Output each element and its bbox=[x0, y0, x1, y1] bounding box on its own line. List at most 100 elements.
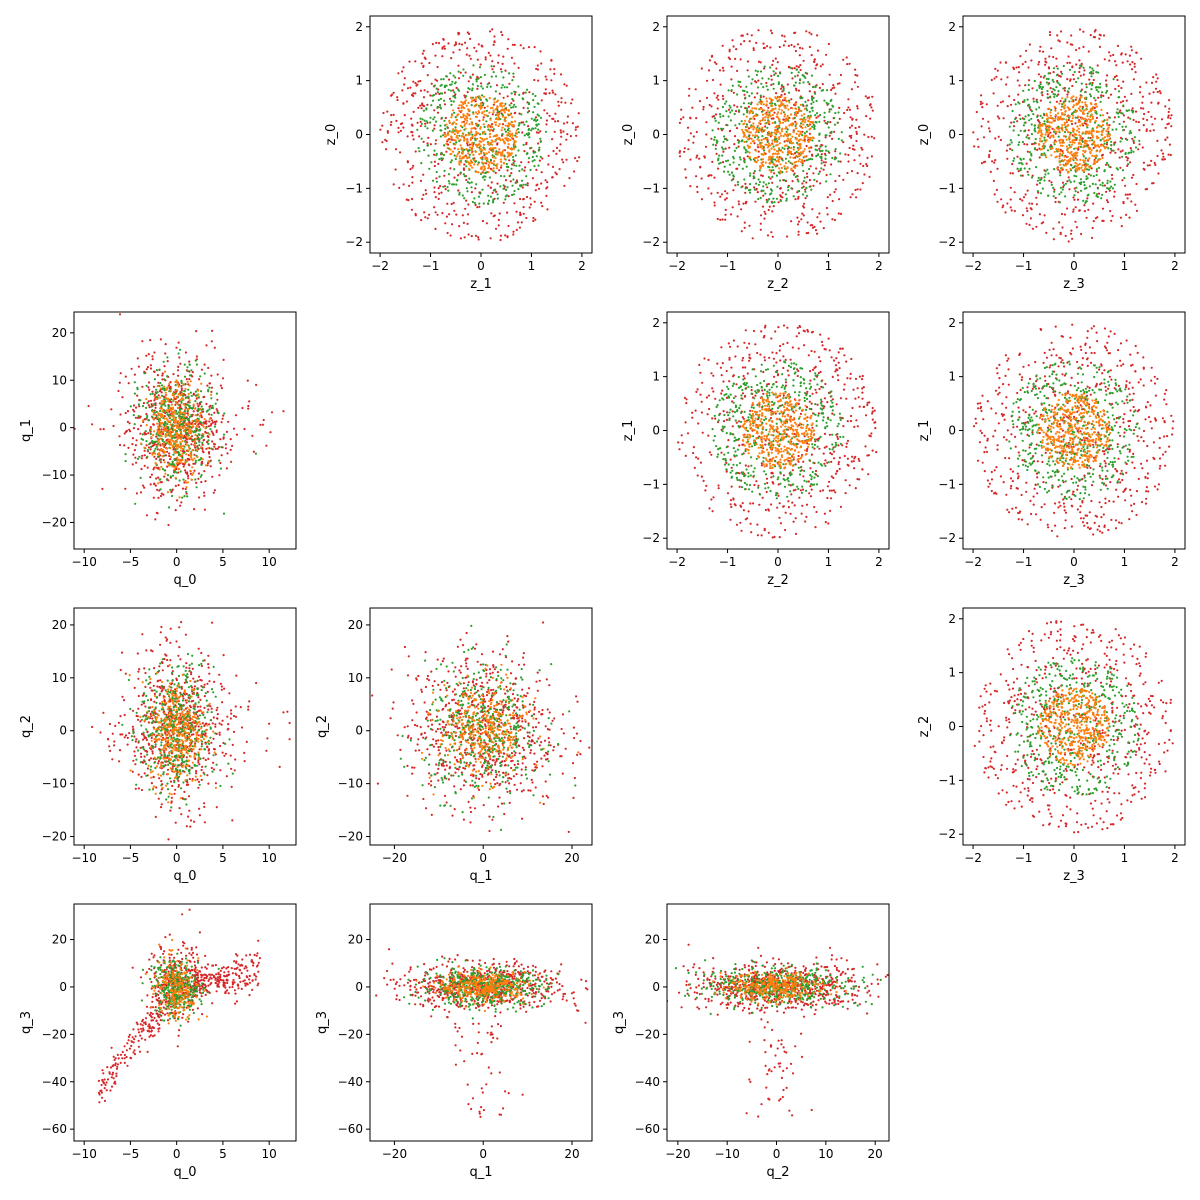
scatter-point bbox=[1073, 194, 1076, 197]
scatter-point bbox=[553, 130, 556, 133]
scatter-point bbox=[729, 213, 733, 216]
scatter-point bbox=[792, 153, 795, 156]
scatter-point bbox=[489, 141, 492, 144]
scatter-point bbox=[814, 114, 817, 117]
scatter-point bbox=[1035, 166, 1038, 169]
scatter-point bbox=[723, 135, 726, 138]
scatter-point bbox=[1046, 96, 1049, 99]
scatter-point bbox=[435, 180, 438, 183]
scatter-point bbox=[1011, 109, 1014, 113]
scatter-point bbox=[782, 85, 785, 88]
scatter-point bbox=[451, 89, 455, 92]
scatter-point bbox=[808, 185, 811, 188]
scatter-point bbox=[768, 111, 771, 114]
scatter-point bbox=[467, 101, 470, 104]
scatter-point bbox=[1103, 146, 1107, 149]
scatter-point bbox=[1058, 193, 1061, 196]
scatter-point bbox=[433, 149, 436, 152]
scatter-point bbox=[775, 137, 778, 140]
scatter-point bbox=[465, 53, 468, 56]
scatter-point bbox=[1058, 201, 1061, 204]
scatter-point bbox=[207, 435, 210, 439]
scatter-point bbox=[464, 127, 467, 130]
scatter-point bbox=[513, 93, 517, 96]
scatter-point bbox=[1089, 115, 1092, 118]
scatter-point bbox=[493, 35, 496, 38]
x-axis-label: z_2 bbox=[767, 277, 789, 292]
scatter-point bbox=[1156, 154, 1159, 158]
scatter-point bbox=[455, 155, 458, 158]
scatter-point bbox=[762, 137, 766, 141]
scatter-point bbox=[1143, 112, 1146, 116]
scatter-point bbox=[1084, 96, 1087, 99]
scatter-point bbox=[1060, 70, 1063, 73]
scatter-point bbox=[767, 176, 771, 179]
scatter-point bbox=[1069, 167, 1072, 171]
scatter-point bbox=[1113, 183, 1116, 186]
scatter-point bbox=[1048, 67, 1051, 70]
scatter-point bbox=[1058, 102, 1061, 105]
scatter-point bbox=[495, 84, 499, 87]
scatter-point bbox=[1063, 123, 1066, 126]
scatter-point bbox=[209, 424, 212, 427]
scatter-point bbox=[789, 137, 792, 140]
scatter-point bbox=[1047, 129, 1051, 132]
scatter-point bbox=[1093, 106, 1096, 110]
scatter-point bbox=[439, 92, 442, 95]
scatter-point bbox=[1069, 120, 1073, 123]
scatter-point bbox=[492, 111, 495, 114]
scatter-point bbox=[1095, 88, 1098, 92]
scatter-point bbox=[1017, 93, 1020, 96]
scatter-point bbox=[1081, 101, 1084, 104]
scatter-point bbox=[183, 481, 186, 484]
scatter-point bbox=[773, 138, 777, 141]
scatter-point bbox=[518, 112, 521, 115]
scatter-point bbox=[544, 75, 547, 78]
scatter-point bbox=[757, 60, 761, 63]
scatter-point bbox=[411, 124, 414, 127]
scatter-point bbox=[206, 464, 209, 467]
scatter-point bbox=[414, 92, 417, 95]
scatter-point bbox=[433, 153, 436, 156]
scatter-point bbox=[1092, 69, 1095, 72]
scatter-point bbox=[1102, 219, 1105, 222]
scatter-point bbox=[465, 95, 468, 98]
scatter-point bbox=[1060, 212, 1063, 216]
scatter-point bbox=[743, 221, 746, 224]
scatter-point bbox=[1121, 155, 1124, 158]
scatter-point bbox=[1087, 208, 1090, 211]
scatter-point bbox=[816, 216, 819, 219]
scatter-point bbox=[139, 491, 143, 494]
scatter-point bbox=[1041, 116, 1044, 119]
scatter-point bbox=[477, 124, 480, 127]
scatter-point bbox=[1088, 110, 1091, 113]
scatter-point bbox=[1094, 183, 1097, 186]
scatter-point bbox=[463, 117, 467, 120]
scatter-point bbox=[526, 182, 529, 185]
scatter-point bbox=[1024, 193, 1027, 196]
scatter-point bbox=[1091, 127, 1094, 130]
scatter-point bbox=[481, 219, 484, 223]
scatter-point bbox=[502, 149, 505, 152]
scatter-point bbox=[193, 453, 196, 456]
scatter-point bbox=[493, 147, 496, 150]
scatter-point bbox=[784, 162, 788, 165]
scatter-point bbox=[856, 107, 859, 110]
scatter-point bbox=[766, 133, 769, 136]
scatter-point bbox=[209, 465, 212, 468]
scatter-point bbox=[1010, 103, 1013, 106]
scatter-point bbox=[850, 124, 854, 127]
y-tick-label: −1 bbox=[345, 181, 363, 195]
scatter-point bbox=[1059, 30, 1063, 33]
scatter-point bbox=[771, 201, 774, 204]
scatter-point bbox=[177, 341, 180, 344]
scatter-point bbox=[446, 126, 449, 129]
scatter-point bbox=[1161, 158, 1164, 161]
scatter-point bbox=[806, 194, 809, 197]
scatter-point bbox=[510, 116, 514, 119]
scatter-point bbox=[786, 135, 789, 138]
scatter-point bbox=[172, 373, 175, 376]
scatter-point bbox=[1073, 187, 1076, 190]
scatter-point bbox=[420, 107, 423, 110]
scatter-point bbox=[499, 117, 502, 121]
